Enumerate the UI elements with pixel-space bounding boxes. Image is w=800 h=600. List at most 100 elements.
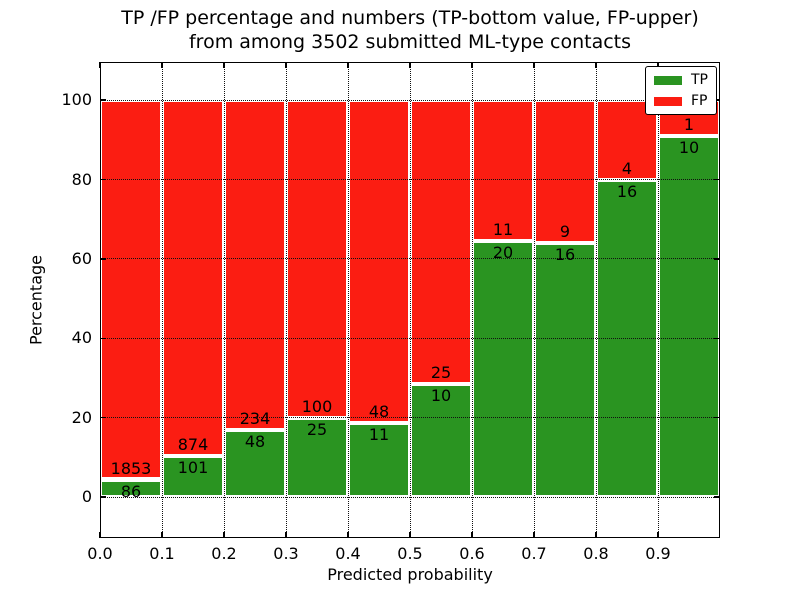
tp-count-label: 10 [430,385,452,405]
y-axis-tick-right [714,416,720,419]
y-axis-tick-right [714,496,720,498]
fp-count-label: 9 [559,222,571,242]
tp-bar-segment [286,417,348,498]
x-axis-tick-top [99,62,101,68]
x-axis-tick [99,532,101,538]
x-axis-tick-top [161,62,163,68]
x-tick-label: 0.0 [87,544,113,563]
fp-legend-swatch [654,96,682,106]
fp-count-label: 234 [239,408,271,428]
x-axis-tick-top [285,62,287,68]
gridline-horizontal [100,179,720,180]
chart-title: TP /FP percentage and numbers (TP-bottom… [90,6,730,54]
gridline-horizontal [100,258,720,260]
tp-count-label: 16 [554,245,576,265]
fp-count-label: 48 [368,402,390,422]
fp-count-label: 25 [430,362,452,382]
x-tick-label: 0.5 [397,544,423,563]
tp-count-label: 25 [306,419,328,439]
x-tick-label: 0.6 [459,544,485,563]
gridline-horizontal [100,337,720,339]
y-tick-label: 60 [71,248,92,268]
y-tick-label: 40 [71,328,92,348]
y-tick-label: 0 [81,487,92,507]
tp-bar-segment [410,383,472,498]
x-tick-label: 0.2 [211,544,237,563]
tp-count-label: 20 [492,242,514,262]
x-axis-label: Predicted probability [327,565,493,584]
gridline-vertical [533,62,535,538]
x-axis-tick [347,532,349,538]
fp-bar-segment [410,100,472,384]
tp-bar-segment [100,479,162,498]
legend-item-tp: TP [654,73,708,87]
x-tick-label: 0.3 [273,544,299,563]
tp-count-label: 10 [678,138,700,158]
chart-title-line1: TP /FP percentage and numbers (TP-bottom… [121,7,699,29]
x-axis-tick [409,532,411,538]
tp-count-label: 48 [244,431,266,451]
tp-bar-segment [658,136,720,498]
y-axis-tick [100,416,106,419]
x-axis-tick-top [223,62,225,68]
gridline-horizontal [100,417,720,419]
y-tick-label: 100 [61,90,92,110]
x-axis-tick [657,532,659,538]
x-axis-tick [595,532,597,538]
y-axis-tick [100,258,106,260]
y-axis-tick-right [714,258,720,260]
fp-bar-segment [534,100,596,244]
fp-count-label: 874 [177,434,209,454]
x-axis-tick-top [409,62,411,68]
gridline-horizontal [100,496,720,498]
x-tick-label: 0.1 [149,544,175,563]
tp-legend-swatch [654,75,682,85]
x-axis-tick-top [533,62,535,68]
fp-count-label: 11 [492,219,514,239]
y-axis-tick-right [714,99,720,101]
fp-count-label: 100 [301,396,333,416]
legend: TP FP [645,66,717,115]
legend-item-fp: FP [654,94,708,108]
gridline-vertical [657,62,659,538]
fp-bar-segment [472,100,534,241]
tp-bar-segment [224,429,286,498]
tp-count-label: 86 [120,481,142,501]
gridline-vertical [285,62,287,538]
tp-legend-label: TP [691,72,708,88]
x-axis-tick-top [347,62,349,68]
fp-bar-segment [348,100,410,424]
gridline-vertical [409,62,411,538]
plot-area: TP FP 1853 86 874 101 234 48 100 25 48 11 25 10 11 20… [99,62,720,538]
fp-bar-segment [162,100,224,456]
fp-count-label: 1853 [110,458,152,478]
x-axis-tick-top [471,62,473,68]
x-axis-tick [161,532,163,538]
x-axis-tick [285,532,287,538]
x-tick-label: 0.4 [335,544,361,563]
y-axis-tick-right [714,178,720,181]
tp-bar-segment [472,240,534,498]
x-axis-tick [533,532,535,538]
x-tick-label: 0.7 [521,544,547,563]
tp-bar-segment [348,423,410,498]
x-axis-tick-top [657,62,659,68]
y-tick-label: 20 [71,407,92,427]
fp-legend-label: FP [691,93,708,109]
fp-count-label: 1 [683,115,695,135]
gridline-horizontal [100,99,720,101]
tp-count-label: 101 [177,457,209,477]
gridline-vertical [223,62,225,538]
fp-count-label: 4 [621,158,633,178]
chart-title-line2: from among 3502 submitted ML-type contac… [188,31,632,53]
fp-bar-segment [100,100,162,480]
x-tick-label: 0.8 [583,544,609,563]
x-axis-tick [471,532,473,538]
y-axis-tick [100,337,106,340]
tp-bar-segment [534,243,596,498]
y-axis-tick-right [714,337,720,340]
y-axis-label: Percentage [26,254,46,346]
gridline-vertical [595,62,597,538]
gridline-vertical [347,62,349,538]
